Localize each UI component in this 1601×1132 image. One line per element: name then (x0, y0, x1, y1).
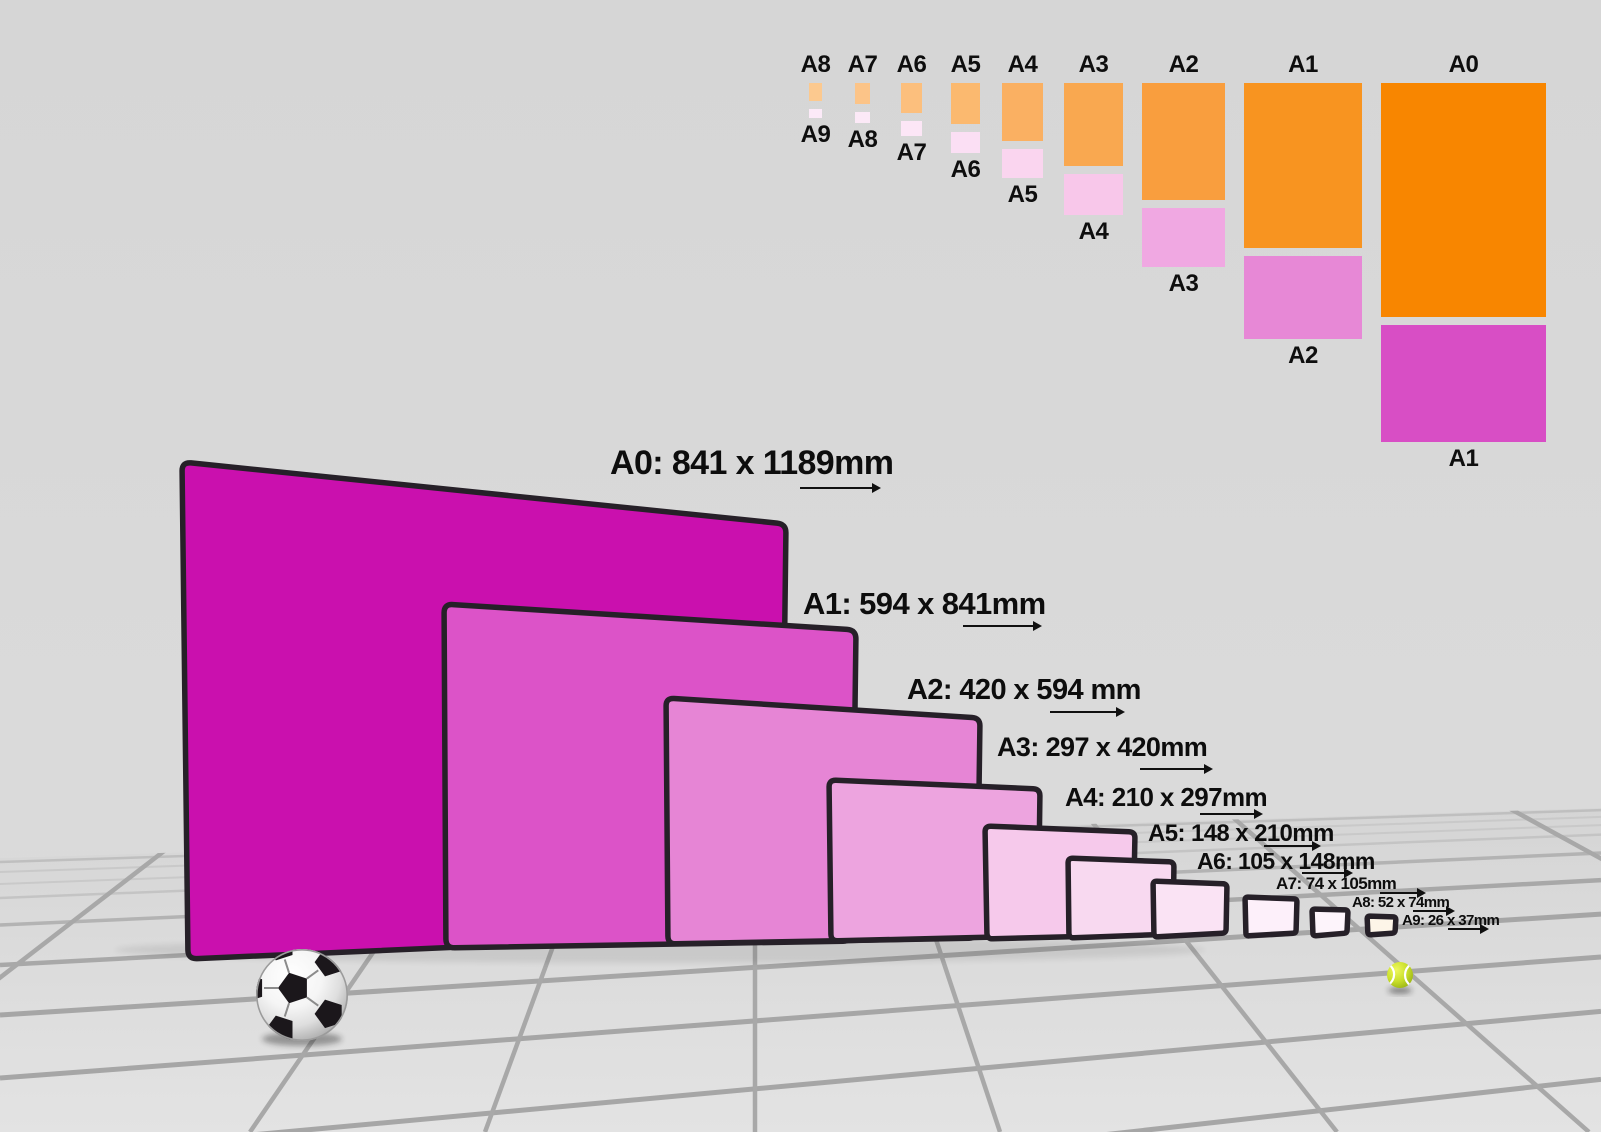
chart-bottom-label-a8: A8 (847, 126, 878, 153)
dimension-arrow-a0 (800, 482, 881, 493)
dimension-arrow-a8 (1413, 905, 1455, 916)
dimension-label-a3: A3: 297 x 420mm (997, 732, 1208, 762)
chart-top-label-a4: A4 (1007, 51, 1038, 78)
paper-cascade (179, 460, 1399, 962)
dimension-label-a4: A4: 210 x 297mm (1065, 782, 1268, 812)
dimension-label-a5: A5: 148 x 210mm (1148, 820, 1334, 847)
chart-landscape-a3 (1142, 208, 1225, 267)
chart-top-label-a0: A0 (1448, 51, 1479, 78)
chart-portrait-a7 (855, 83, 870, 104)
dimension-label-a0: A0: 841 x 1189mm (610, 444, 894, 482)
dimension-label-a6: A6: 105 x 148mm (1197, 848, 1375, 874)
dimension-arrow-a2 (1050, 706, 1125, 717)
dimension-arrow-a1 (963, 620, 1042, 631)
chart-bottom-label-a7: A7 (896, 139, 927, 166)
chart-bottom-label-a5: A5 (1007, 181, 1038, 208)
dimension-label-a8: A8: 52 x 74mm (1352, 894, 1450, 911)
chart-landscape-a2 (1244, 256, 1362, 339)
chart-landscape-a9 (809, 109, 822, 118)
chart-landscape-a4 (1064, 174, 1123, 215)
chart-bottom-label-a2: A2 (1288, 342, 1318, 369)
chart-portrait-a1 (1244, 83, 1362, 248)
chart-top-label-a3: A3 (1078, 51, 1109, 78)
chart-portrait-a6 (901, 83, 922, 113)
dimension-arrow-a4 (1200, 808, 1263, 819)
chart-landscape-a1 (1381, 325, 1546, 442)
paper-sheet-a7 (1242, 894, 1300, 939)
chart-landscape-a5 (1002, 149, 1043, 178)
dimension-arrow-a3 (1140, 763, 1213, 774)
dimension-arrow-a6 (1302, 867, 1353, 878)
chart-landscape-a8 (855, 112, 870, 123)
chart-bottom-label-a6: A6 (950, 156, 981, 183)
chart-portrait-a4 (1002, 83, 1043, 141)
chart-top-label-a7: A7 (847, 51, 878, 78)
chart-bottom-label-a1: A1 (1448, 445, 1479, 472)
chart-portrait-a2 (1142, 83, 1225, 200)
chart-top-label-a8: A8 (800, 51, 831, 78)
chart-top-label-a6: A6 (896, 51, 927, 78)
chart-bottom-label-a4: A4 (1078, 218, 1109, 245)
dimension-label-a2: A2: 420 x 594 mm (907, 674, 1141, 706)
dimension-arrow-a5 (1264, 840, 1321, 851)
dimension-label-a9: A9: 26 x 37mm (1402, 912, 1500, 929)
soccer-ball (255, 948, 348, 1046)
paper-sheet-a9 (1364, 913, 1399, 938)
dimension-arrow-a7 (1380, 887, 1426, 898)
chart-top-label-a1: A1 (1288, 51, 1318, 78)
paper-sheet-a8 (1309, 906, 1351, 939)
chart-bottom-label-a9: A9 (800, 121, 831, 148)
chart-bottom-label-a3: A3 (1168, 270, 1199, 297)
paper-sheet-a6 (1150, 878, 1230, 940)
chart-landscape-a6 (951, 132, 980, 153)
chart-portrait-a5 (951, 83, 980, 124)
chart-top-label-a5: A5 (950, 51, 981, 78)
dimension-arrow-a9 (1448, 923, 1489, 934)
dimension-label-a1: A1: 594 x 841mm (803, 586, 1046, 621)
chart-portrait-a8 (809, 83, 822, 101)
chart-portrait-a3 (1064, 83, 1123, 166)
chart-landscape-a7 (901, 121, 922, 136)
dimension-label-a7: A7: 74 x 105mm (1276, 874, 1397, 893)
chart-top-label-a2: A2 (1168, 51, 1199, 78)
chart-portrait-a0 (1381, 83, 1546, 317)
